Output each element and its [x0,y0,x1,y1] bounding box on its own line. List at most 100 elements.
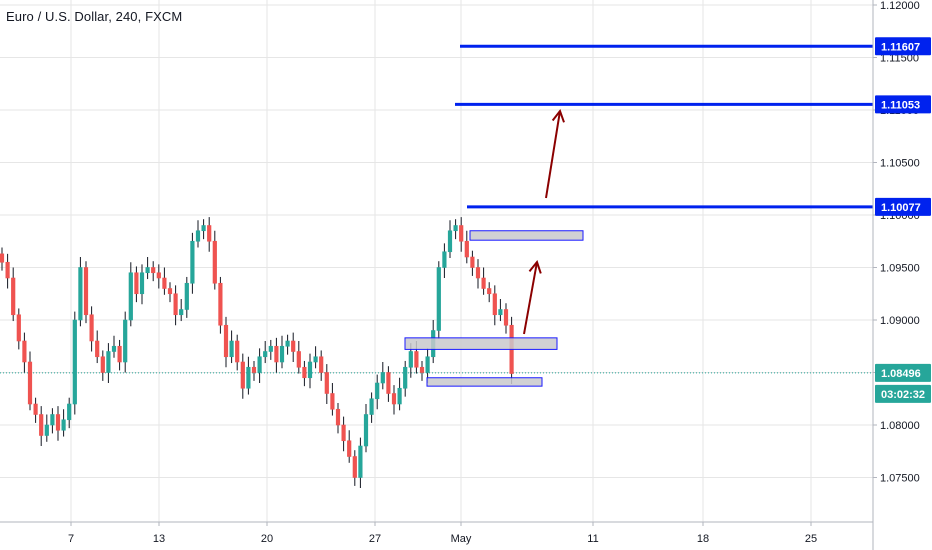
candle-body[interactable] [313,356,318,363]
candle-body[interactable] [89,314,94,342]
candle-body[interactable] [447,230,453,253]
candle-body[interactable] [111,345,117,352]
candle-body[interactable] [369,398,374,415]
candle-body[interactable] [139,272,145,295]
candle-body[interactable] [167,288,173,295]
candle-body[interactable] [83,267,89,316]
candle-body[interactable] [78,267,83,321]
candle-body[interactable] [128,272,133,321]
candle-body[interactable] [67,403,72,421]
candle-body[interactable] [358,445,363,478]
candle-body[interactable] [39,414,44,436]
candle-body[interactable] [251,366,257,373]
price-badge[interactable] [875,95,931,114]
candle-body[interactable] [419,366,425,373]
candle-body[interactable] [408,351,413,368]
candle-body[interactable] [330,393,335,410]
candle-body[interactable] [134,272,139,295]
candle-body[interactable] [5,261,10,279]
candle-body[interactable] [44,424,49,436]
candle-body[interactable] [285,340,290,347]
candle-body[interactable] [22,340,27,363]
candle-body[interactable] [223,324,229,358]
candle-body[interactable] [352,456,357,478]
candle-body[interactable] [195,230,201,242]
price-badge[interactable] [875,363,931,382]
candle-body[interactable] [274,345,279,363]
arrow-shaft[interactable] [545,110,561,199]
candle-body[interactable] [240,361,245,389]
candle-body[interactable] [235,340,240,363]
zone-rectangle[interactable] [426,377,543,387]
candle-body[interactable] [391,393,397,405]
candle-body[interactable] [307,361,313,379]
candle-body[interactable] [156,272,161,279]
candle-body[interactable] [442,251,447,268]
candle-body[interactable] [498,309,503,316]
candle-body[interactable] [425,356,430,373]
candle-body[interactable] [117,345,122,363]
annotation-arrows[interactable] [523,108,565,335]
candle-body[interactable] [218,282,223,326]
zone-rectangles[interactable] [404,230,584,387]
candle-body[interactable] [380,372,385,384]
candle-body[interactable] [123,319,128,363]
candle-body[interactable] [268,345,273,352]
candle-body[interactable] [50,414,55,426]
candle-body[interactable] [347,440,352,457]
candle-body[interactable] [291,340,296,352]
candle-body[interactable] [27,361,33,405]
level-lines[interactable] [455,44,873,209]
candle-body[interactable] [173,293,178,316]
candle-body[interactable] [375,382,380,400]
candle-body[interactable] [106,351,111,373]
zone-rectangle[interactable] [404,337,558,350]
candle-body[interactable] [386,372,391,394]
candlestick-series[interactable] [0,217,514,488]
candle-body[interactable] [341,424,346,442]
countdown-badge[interactable] [875,384,931,403]
candle-body[interactable] [0,253,5,263]
candle-body[interactable] [436,267,441,331]
candle-body[interactable] [145,267,150,274]
candle-body[interactable] [319,356,324,373]
candle-body[interactable] [397,387,402,405]
candle-body[interactable] [453,225,458,232]
candle-body[interactable] [100,356,105,373]
candle-body[interactable] [487,288,492,295]
price-axis-background[interactable] [873,0,932,550]
candle-body[interactable] [33,403,38,415]
candle-body[interactable] [11,277,16,316]
price-badge[interactable] [875,197,931,216]
candle-body[interactable] [492,293,497,316]
candle-body[interactable] [16,314,21,342]
candle-body[interactable] [184,282,189,310]
candle-body[interactable] [201,225,206,232]
candle-body[interactable] [162,277,167,289]
candle-body[interactable] [212,240,217,284]
candle-body[interactable] [72,319,77,405]
candle-body[interactable] [263,351,268,358]
candle-body[interactable] [257,356,262,373]
candle-body[interactable] [302,366,307,379]
candle-body[interactable] [207,225,212,242]
arrow-shaft[interactable] [523,261,538,335]
candle-body[interactable] [229,340,234,358]
candle-body[interactable] [475,267,481,279]
price-badge[interactable] [875,37,931,56]
candle-body[interactable] [335,408,341,426]
candle-body[interactable] [324,372,329,394]
candle-body[interactable] [363,414,369,447]
candle-body[interactable] [61,419,66,431]
candle-body[interactable] [279,345,285,363]
candle-body[interactable] [179,309,184,316]
candle-body[interactable] [246,366,251,389]
candle-body[interactable] [470,256,475,268]
candle-body[interactable] [151,267,156,274]
candle-body[interactable] [55,414,61,431]
candle-body[interactable] [414,351,419,368]
candle-body[interactable] [459,225,464,242]
candle-body[interactable] [95,340,100,358]
candle-body[interactable] [296,351,301,368]
candle-body[interactable] [481,277,486,289]
